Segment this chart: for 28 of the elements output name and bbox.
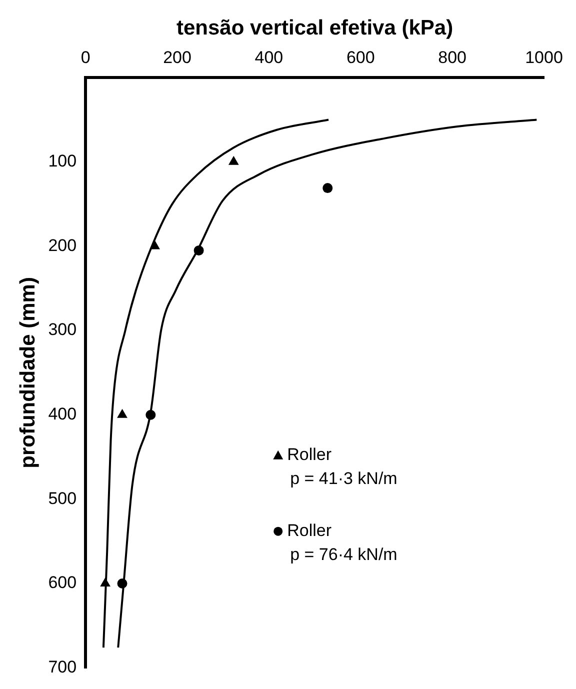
- y-tick-label: 400: [48, 404, 77, 424]
- y-tick-label: 200: [48, 236, 77, 255]
- y-axis-title: profundidade (mm): [16, 277, 40, 468]
- point: [146, 410, 156, 420]
- x-tick-label: 0: [80, 48, 90, 68]
- x-tick-label: 600: [346, 48, 375, 68]
- point: [117, 408, 128, 418]
- legend-label: Roller: [287, 445, 332, 464]
- y-tick-label: 300: [48, 320, 77, 340]
- annotation: p = 41·3 kN/m: [290, 469, 398, 488]
- x-tick-label: 1000: [525, 48, 563, 68]
- line-series: [117, 118, 538, 649]
- point: [100, 577, 110, 586]
- y-tick-label: 600: [48, 573, 77, 592]
- point: [228, 156, 239, 165]
- legend-label: Roller: [287, 521, 332, 540]
- x-tick-label: 400: [254, 48, 284, 68]
- y-tick-label: 700: [48, 657, 77, 676]
- x-tick-label: 800: [438, 48, 466, 68]
- x-tick-label: 200: [163, 48, 192, 68]
- point: [150, 240, 160, 250]
- point: [194, 245, 204, 256]
- y-tick-label: 100: [48, 152, 77, 171]
- annotation: p = 76·4 kN/m: [290, 545, 398, 564]
- y-tick-label: 500: [48, 488, 77, 508]
- x-axis-title: tensão vertical efetiva (kPa): [176, 16, 454, 40]
- point: [117, 578, 128, 588]
- point: [322, 183, 333, 194]
